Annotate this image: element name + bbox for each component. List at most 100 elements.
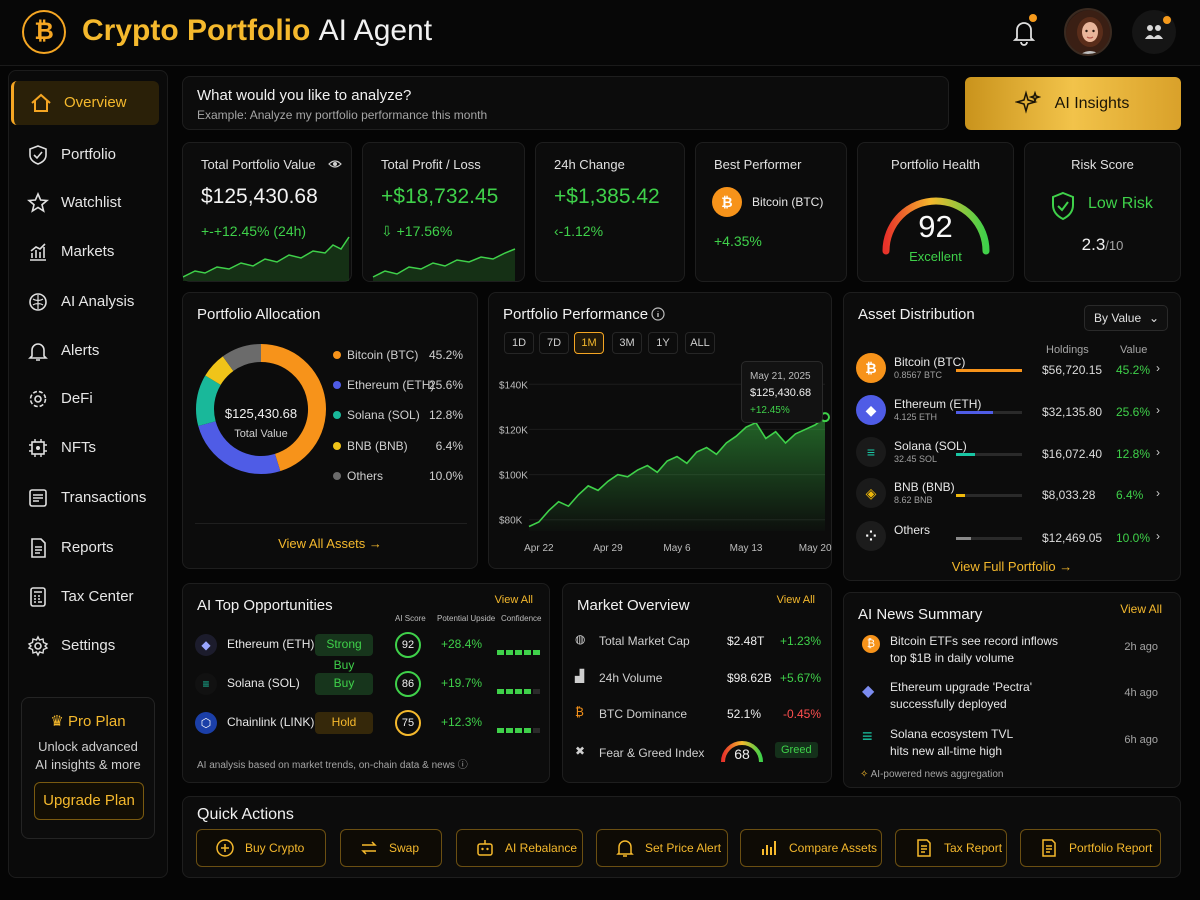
chevron-right-icon[interactable]: › (1156, 486, 1160, 500)
sidebar-item-portfolio[interactable]: Portfolio (11, 133, 159, 177)
chevron-right-icon[interactable]: › (1156, 361, 1160, 375)
sidebar-item-nfts[interactable]: NFTs (11, 426, 159, 470)
sidebar-item-ai-analysis[interactable]: AI Analysis (11, 280, 159, 324)
users-icon (1145, 25, 1163, 39)
opportunities-footnote: AI analysis based on market trends, on-c… (197, 760, 468, 771)
market-view-all-link[interactable]: View All (776, 594, 815, 606)
news-item[interactable]: ◆ Ethereum upgrade 'Pectra' successfully d… (862, 680, 1158, 711)
y-tick-label: $120K (499, 425, 528, 436)
ai-query-input[interactable]: What would you like to analyze? Example:… (182, 76, 949, 130)
news-view-all-link[interactable]: View All (1120, 602, 1162, 616)
legend-item-others: Others 10.0% (333, 469, 463, 483)
query-prompt: What would you like to analyze? (197, 87, 412, 104)
opportunity-row[interactable]: ≡ Solana (SOL) Buy 86 +19.7% (195, 667, 540, 701)
team-users-button[interactable] (1132, 10, 1176, 54)
home-icon (31, 93, 51, 112)
legend-item-bnb: BNB (BNB) 6.4% (333, 439, 463, 453)
sidebar-item-markets[interactable]: Markets (11, 230, 159, 274)
sidebar-item-defi[interactable]: DeFi (11, 377, 159, 421)
chevron-right-icon[interactable]: › (1156, 403, 1160, 417)
health-gauge (882, 197, 990, 255)
user-avatar[interactable] (1064, 8, 1112, 56)
asset-share-bar (956, 494, 1022, 497)
risk-score-card: Risk Score Low Risk 2.3/10 (1024, 142, 1181, 282)
ai-rebalance-button[interactable]: AI Rebalance (456, 829, 583, 867)
confidence-bar (497, 681, 543, 694)
view-all-assets-link[interactable]: View All Assets → (278, 536, 382, 551)
opportunity-name: Solana (SOL) (227, 676, 300, 690)
sidebar-item-overview[interactable]: Overview (11, 81, 159, 125)
asset-row[interactable]: ≡ Solana (SOL) 32.45 SOL $16,072.40 12.8% › (856, 433, 1168, 473)
sparkle-icon: ✧ (860, 769, 869, 780)
sidebar-item-transactions[interactable]: Transactions (11, 476, 159, 520)
opportunity-row[interactable]: ◆ Ethereum (ETH) Strong Buy 92 +28.4% (195, 628, 540, 672)
chevron-right-icon[interactable]: › (1156, 529, 1160, 543)
x-tick-label: Apr 22 (524, 543, 554, 554)
swap-button[interactable]: Swap (340, 829, 442, 867)
settings-icon (27, 635, 49, 657)
asset-row[interactable]: ₿ Bitcoin (BTC) 0.8567 BTC $56,720.15 45.2% › (856, 349, 1168, 389)
news-item[interactable]: ₿ Bitcoin ETFs see record inflows top $1B … (858, 631, 1158, 677)
sort-by-dropdown[interactable]: By Value ⌄ (1084, 305, 1168, 331)
opportunity-badge: Buy (315, 673, 373, 695)
timeframe-3m[interactable]: 3M (612, 332, 642, 354)
asset-row[interactable]: ◆ Ethereum (ETH) 4.125 ETH $32,135.80 25.6% › (856, 391, 1168, 431)
donut-center-label: Total Value (234, 428, 288, 440)
asset-pct: 45.2% (1116, 363, 1151, 377)
timeframe-1y[interactable]: 1Y (648, 332, 678, 354)
notification-bell-icon[interactable] (1008, 16, 1040, 48)
timeframe-all[interactable]: ALL (685, 332, 715, 354)
ethereum-icon: ◆ (195, 634, 217, 656)
chevron-right-icon[interactable]: › (1156, 445, 1160, 459)
news-item[interactable]: ≡ Solana ecosystem TVL hits new all-time h… (862, 726, 1158, 758)
y-tick-label: $140K (499, 380, 528, 391)
allocation-donut-chart (196, 344, 326, 474)
potential-upside: +12.3% (441, 715, 483, 729)
bell-icon (616, 840, 634, 857)
asset-row[interactable]: ◈ BNB (BNB) 8.62 BNB $8,033.28 6.4% › (856, 474, 1168, 514)
opportunities-view-all-link[interactable]: View All (494, 594, 533, 606)
asset-share-bar (956, 369, 1022, 372)
pro-plan-card: ♛ Pro Plan Unlock advanced AI insights & … (21, 697, 155, 839)
timeframe-1d[interactable]: 1D (504, 332, 534, 354)
sidebar-item-tax-center[interactable]: Tax Center (11, 575, 159, 619)
ai-insights-button[interactable]: AI Insights (965, 77, 1181, 130)
pro-plan-title: ♛ Pro Plan (50, 713, 126, 730)
confidence-bar (497, 720, 543, 733)
compare-assets-button[interactable]: Compare Assets (740, 829, 882, 867)
portfolio-report-button[interactable]: Portfolio Report (1020, 829, 1161, 867)
chainlink-icon: ⬡ (195, 712, 217, 734)
y-tick-label: $100K (499, 471, 528, 482)
sidebar-item-watchlist[interactable]: Watchlist (11, 181, 159, 225)
news-footer: ✧ AI-powered news aggregation (860, 769, 1004, 780)
ai-opportunities-card: AI Top Opportunities View All AI Score P… (182, 583, 550, 783)
x-tick-label: May 13 (730, 543, 763, 554)
query-example: Example: Analyze my portfolio performanc… (197, 108, 488, 122)
upgrade-plan-button[interactable]: Upgrade Plan (34, 782, 144, 820)
tax-report-button[interactable]: Tax Report (895, 829, 1007, 867)
timeframe-7d[interactable]: 7D (539, 332, 569, 354)
opportunity-row[interactable]: ⬡ Chainlink (LINK) Hold 75 +12.3% (195, 706, 540, 740)
timeframe-1m[interactable]: 1M (574, 332, 604, 354)
confidence-bar (497, 642, 543, 655)
notification-dot (1029, 14, 1037, 22)
donut-slice-2 (196, 375, 221, 426)
performance-line (528, 416, 826, 528)
sidebar-item-alerts[interactable]: Alerts (11, 329, 159, 373)
potential-upside: +28.4% (441, 637, 483, 651)
sidebar-item-settings[interactable]: Settings (11, 624, 159, 668)
eye-icon[interactable] (328, 159, 342, 169)
swap-icon (361, 841, 377, 855)
asset-row[interactable]: ⁘ Others $12,469.05 10.0% › (856, 517, 1168, 557)
sidebar-item-reports[interactable]: Reports (11, 526, 159, 570)
set-price-alert-button[interactable]: Set Price Alert (596, 829, 728, 867)
change24h-card: 24h Change +$1,385.42 ‹-1.12% (535, 142, 685, 282)
asset-holdings: 8.62 BNB (894, 495, 933, 505)
donut-slice-1 (198, 420, 281, 474)
buy-crypto-button[interactable]: Buy Crypto (196, 829, 326, 867)
donut-center-value: $125,430.68 (224, 406, 298, 421)
report-icon (1042, 839, 1056, 857)
bar-chart-icon (762, 841, 776, 855)
info-icon[interactable] (651, 307, 665, 321)
view-full-portfolio-link[interactable]: View Full Portfolio → (951, 559, 1073, 574)
